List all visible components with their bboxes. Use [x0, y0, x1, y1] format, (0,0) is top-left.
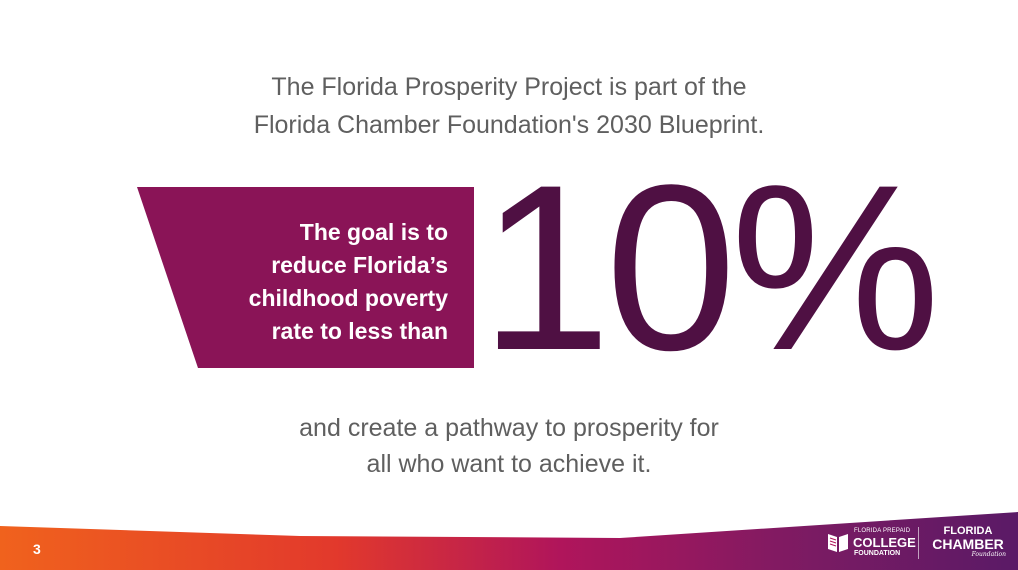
goal-line: reduce Florida’s	[271, 252, 448, 278]
outro-text: and create a pathway to prosperity for a…	[0, 410, 1018, 482]
logo-chamber-line3: Foundation	[971, 551, 1006, 558]
intro-text: The Florida Prosperity Project is part o…	[0, 68, 1018, 144]
logo-chamber-line1: FLORIDA	[943, 525, 993, 537]
outro-line: and create a pathway to prosperity for	[299, 414, 719, 442]
logo-chamber-line2: CHAMBER	[932, 536, 1004, 552]
logo-prepaid-mid: FOUNDATION	[854, 550, 901, 557]
goal-statement: The goal is to reduce Florida’s childhoo…	[200, 216, 448, 348]
intro-line: Florida Chamber Foundation's 2030 Bluepr…	[253, 111, 765, 139]
logo-prepaid-small: FLORIDA PREPAID	[854, 528, 911, 534]
book-icon	[828, 534, 848, 552]
florida-prepaid-logo: FLORIDA PREPAID COLLEGE FOUNDATION	[826, 525, 916, 561]
goal-percentage: 10%	[480, 136, 940, 400]
outro-line: all who want to achieve it.	[366, 450, 652, 478]
goal-line: childhood poverty	[248, 285, 448, 311]
goal-line: The goal is to	[299, 219, 448, 245]
page-number: 3	[33, 541, 41, 557]
logo-divider	[918, 527, 919, 559]
intro-line: The Florida Prosperity Project is part o…	[271, 73, 747, 101]
goal-line: rate to less than	[271, 318, 448, 344]
florida-chamber-logo: FLORIDA CHAMBER Foundation	[926, 526, 1010, 562]
logo-prepaid-big: COLLEGE	[853, 535, 916, 550]
